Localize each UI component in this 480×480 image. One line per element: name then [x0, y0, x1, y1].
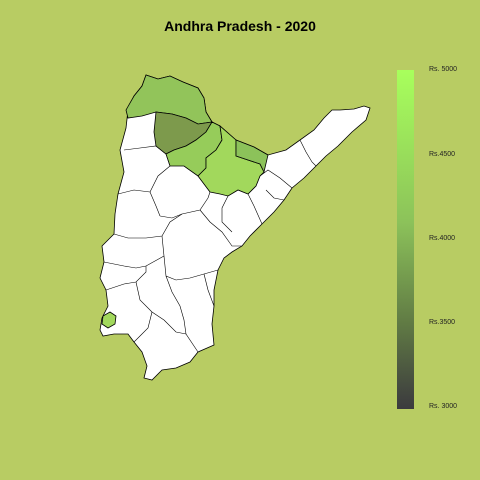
- legend-tick-5000: Rs. 5000: [429, 66, 457, 73]
- state-outline: [100, 75, 370, 380]
- legend-tick-3000: Rs. 3000: [429, 403, 457, 410]
- legend-tick-4500: Rs.4500: [429, 151, 455, 158]
- legend-tick-3500: Rs.3500: [429, 319, 455, 326]
- legend-colorbar: [397, 70, 414, 409]
- legend-tick-4000: Rs.4000: [429, 235, 455, 242]
